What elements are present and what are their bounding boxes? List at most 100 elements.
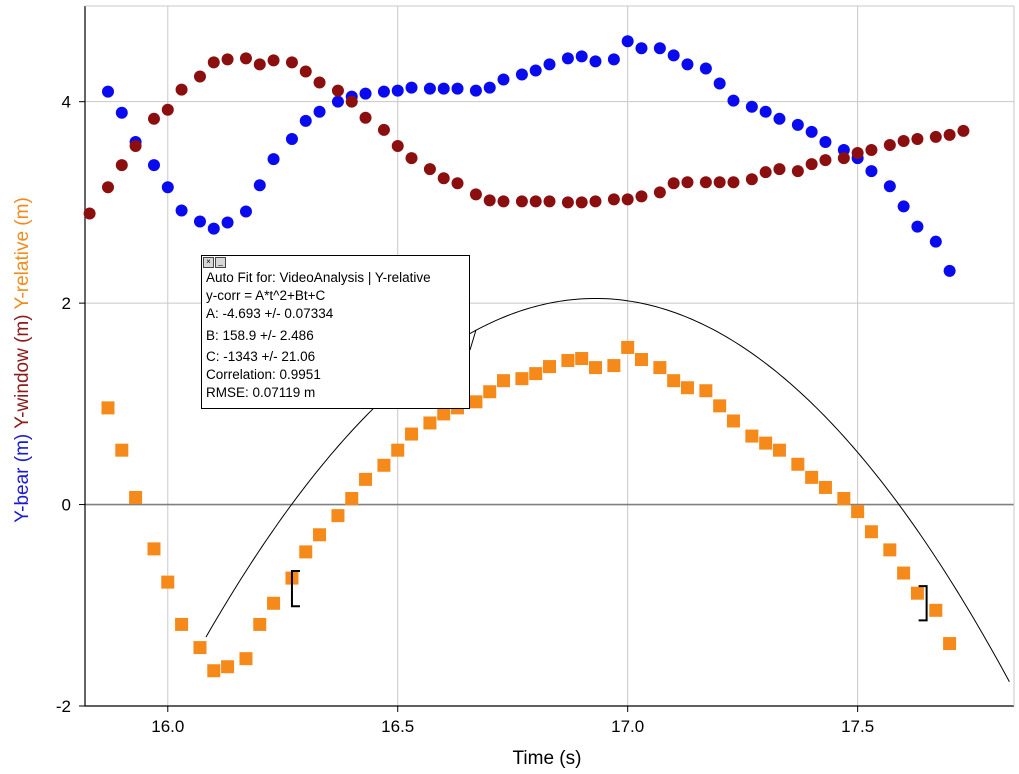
data-point-y-window: [819, 154, 832, 167]
data-point-y-relative: [267, 596, 281, 610]
data-point-y-bear: [483, 81, 496, 94]
data-point-y-bear: [147, 159, 160, 172]
data-point-y-window: [497, 195, 510, 208]
data-point-y-relative: [667, 374, 681, 388]
data-point-y-bear: [515, 68, 528, 81]
data-point-y-window: [805, 158, 818, 171]
data-point-y-relative: [910, 586, 924, 600]
data-point-y-window: [837, 152, 850, 165]
data-point-y-relative: [851, 505, 865, 519]
data-point-y-bear: [299, 114, 312, 127]
y-axis-label-2: Y-window (m): [12, 314, 33, 433]
data-point-y-relative: [607, 359, 621, 373]
data-point-y-window: [589, 195, 602, 208]
data-point-y-bear: [805, 125, 818, 138]
data-point-y-window: [621, 193, 634, 206]
data-point-y-window: [83, 207, 96, 220]
data-point-y-bear: [405, 81, 418, 94]
fit-param-c: C: -1343 +/- 21.06: [206, 348, 316, 364]
data-point-y-relative: [423, 416, 437, 430]
fit-param-a: A: -4.693 +/- 0.07334: [206, 306, 334, 322]
data-point-y-window: [451, 177, 464, 190]
data-point-y-relative: [713, 399, 727, 413]
data-point-y-bear: [469, 84, 482, 97]
data-point-y-relative: [175, 617, 189, 631]
data-point-y-bear: [773, 112, 786, 125]
data-point-y-relative: [543, 360, 556, 374]
data-point-y-window: [285, 56, 298, 69]
data-point-y-relative: [929, 603, 943, 617]
data-point-y-window: [575, 196, 588, 209]
fit-curve-path: [205, 297, 1010, 683]
series-y-relative: [101, 340, 957, 678]
data-point-y-bear: [529, 64, 542, 77]
data-point-y-bear: [589, 55, 602, 68]
data-point-y-window: [667, 177, 680, 190]
data-point-y-relative: [653, 361, 667, 375]
data-point-y-window: [759, 166, 772, 179]
data-point-y-relative: [313, 528, 327, 542]
auto-fit-box[interactable]: × _ Auto Fit for: VideoAnalysis | Y-rela…: [201, 255, 470, 409]
close-icon[interactable]: ×: [203, 257, 214, 268]
data-point-y-bear: [653, 42, 666, 55]
data-point-y-relative: [147, 542, 161, 556]
data-point-y-relative: [253, 617, 267, 631]
data-point-y-window: [543, 195, 556, 208]
data-point-y-window: [943, 128, 956, 141]
data-point-y-window: [911, 132, 924, 145]
data-point-y-window: [681, 176, 694, 189]
data-point-y-relative: [837, 492, 851, 506]
data-point-y-window: [515, 195, 528, 208]
data-point-y-relative: [483, 385, 497, 399]
y-tick-label: 4: [62, 93, 71, 112]
data-point-y-window: [483, 194, 496, 207]
data-point-y-relative: [759, 436, 773, 450]
data-point-y-relative: [864, 525, 878, 539]
minimize-icon[interactable]: _: [215, 257, 226, 268]
data-point-y-bear: [391, 84, 404, 97]
data-point-y-relative: [634, 353, 648, 367]
data-point-y-window: [175, 83, 188, 96]
data-point-y-relative: [405, 427, 419, 441]
data-point-y-relative: [818, 480, 832, 494]
data-point-y-window: [727, 176, 740, 189]
data-point-y-relative: [515, 372, 529, 386]
data-point-y-bear: [607, 53, 620, 66]
fit-leader-line: [469, 330, 477, 351]
data-point-y-relative: [745, 429, 759, 443]
fit-equation: y-corr = A*t^2+Bt+C: [206, 288, 326, 304]
data-point-y-window: [101, 181, 114, 194]
data-point-y-window: [193, 70, 206, 83]
data-point-y-window: [773, 163, 786, 176]
data-point-y-window: [331, 84, 344, 97]
data-point-y-relative: [497, 374, 511, 388]
data-point-y-window: [865, 144, 878, 157]
data-point-y-bear: [175, 204, 188, 217]
data-point-y-window: [561, 196, 574, 209]
data-point-y-bear: [161, 181, 174, 194]
data-point-y-window: [529, 195, 542, 208]
data-point-y-relative: [193, 641, 207, 655]
data-point-y-window: [147, 112, 160, 125]
data-point-y-bear: [331, 95, 344, 108]
data-point-y-bear: [667, 49, 680, 62]
data-point-y-bear: [883, 180, 896, 193]
data-point-y-window: [713, 176, 726, 189]
fit-rmse: RMSE: 0.07119 m: [206, 385, 316, 401]
data-point-y-window: [345, 95, 358, 108]
data-point-y-relative: [588, 361, 602, 375]
data-point-y-relative: [359, 472, 373, 486]
data-point-y-window: [313, 76, 326, 89]
fit-range-brackets[interactable]: [290, 570, 928, 622]
data-point-y-window: [115, 159, 128, 172]
data-point-y-bear: [791, 118, 804, 131]
data-point-y-relative: [207, 664, 221, 678]
data-point-y-bear: [865, 165, 878, 178]
data-point-y-bear: [745, 100, 758, 113]
y-axis-label-3: Y-relative (m): [12, 197, 33, 314]
right-range-bracket: [918, 585, 928, 622]
data-point-y-window: [883, 138, 896, 151]
leader-line: [469, 330, 477, 351]
data-point-y-window: [253, 58, 266, 71]
data-point-y-relative: [621, 340, 635, 354]
